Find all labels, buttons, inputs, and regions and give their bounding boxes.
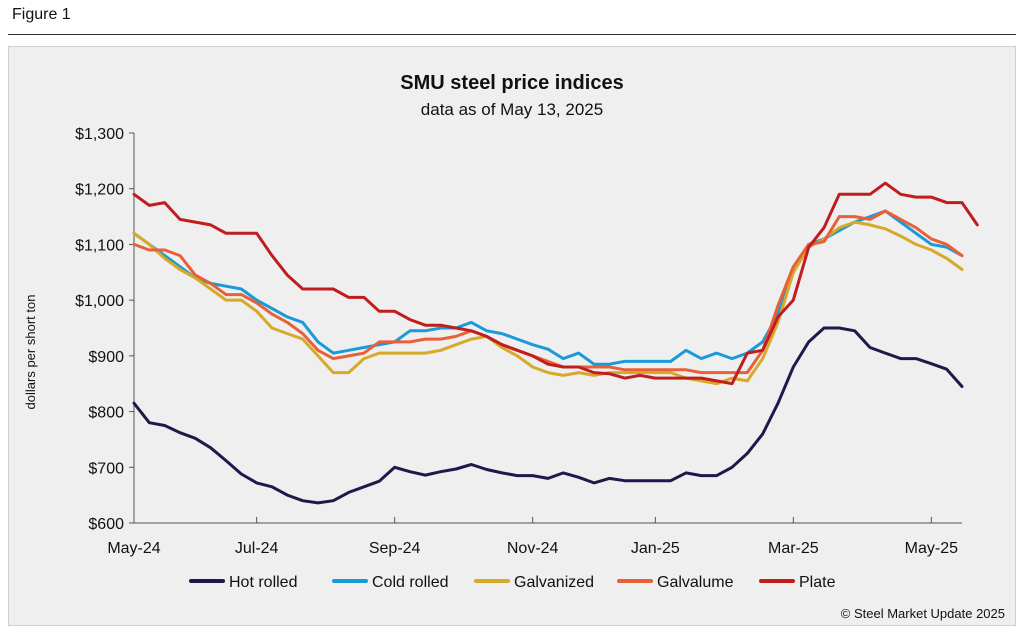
series-line-galvalume: [132, 209, 964, 375]
figure-label: Figure 1: [12, 6, 71, 23]
legend-label: Galvanized: [514, 574, 594, 591]
x-tick-label: May-25: [905, 540, 958, 557]
y-tick-label: $700: [88, 460, 124, 477]
y-tick-label: $600: [88, 516, 124, 533]
y-axis-label: dollars per short ton: [23, 295, 38, 410]
x-tick-label: Nov-24: [507, 540, 559, 557]
y-tick-label: $1,200: [75, 182, 124, 199]
chart-panel: SMU steel price indices data as of May 1…: [8, 46, 1016, 626]
series-line-hot-rolled: [132, 326, 964, 505]
x-tick-label: Jan-25: [631, 540, 680, 557]
y-tick-label: $800: [88, 405, 124, 422]
legend: Hot rolled Cold rolled Galvanized Galvalume…: [189, 574, 836, 591]
y-tick-label: $1,300: [75, 126, 124, 143]
series-line-plate: [132, 181, 979, 386]
legend-label: Galvalume: [657, 574, 734, 591]
x-tick-label: May-24: [107, 540, 160, 557]
x-tick-label: Sep-24: [369, 540, 421, 557]
y-tick-label: $1,100: [75, 237, 124, 254]
x-axis: May-24 Jul-24 Sep-24 Nov-24 Jan-25 Mar-25 May-…: [107, 517, 962, 557]
x-tick-label: Jul-24: [235, 540, 279, 557]
y-tick-label: $900: [88, 349, 124, 366]
legend-label: Plate: [799, 574, 836, 591]
line-chart: SMU steel price indices data as of May 1…: [23, 72, 1005, 621]
y-tick-label: $1,000: [75, 293, 124, 310]
chart-title: SMU steel price indices: [400, 72, 623, 94]
x-tick-label: Mar-25: [768, 540, 819, 557]
y-axis: $600 $700 $800 $900 $1,000 $1,100 $1,200 $1,300: [75, 126, 135, 533]
chart-subtitle: data as of May 13, 2025: [421, 100, 603, 119]
legend-label: Cold rolled: [372, 574, 448, 591]
copyright: © Steel Market Update 2025: [841, 606, 1005, 621]
series-lines: [132, 181, 979, 505]
legend-label: Hot rolled: [229, 574, 297, 591]
top-divider: [8, 34, 1016, 35]
